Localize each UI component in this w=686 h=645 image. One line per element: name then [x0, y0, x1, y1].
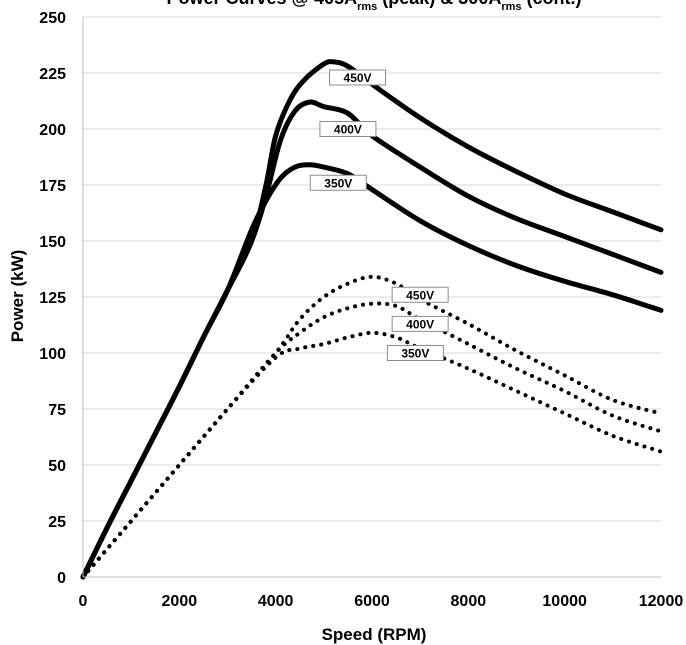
series-label-0: 450V: [329, 69, 387, 86]
series-line-dotted-450v: [81, 274, 663, 579]
x-tick-label-4: 8000: [451, 593, 487, 610]
y-tick-label-1: 25: [48, 514, 66, 531]
x-tick-label-3: 6000: [354, 593, 390, 610]
y-tick-label-10: 250: [39, 10, 66, 27]
series-label-text-2: 350V: [324, 176, 352, 190]
y-tick-label-0: 0: [57, 570, 66, 587]
y-tick-label-8: 200: [39, 122, 66, 139]
y-tick-label-4: 100: [39, 346, 66, 363]
y-axis-title: Power (kW): [8, 250, 27, 343]
series-label-2: 350V: [309, 174, 367, 191]
x-tick-label-6: 12000: [639, 593, 684, 610]
series-label-box-0: [329, 69, 387, 86]
series-labels: 450V 400V 350V 450V 400V 350V: [309, 69, 449, 361]
series-label-3: 450V: [391, 286, 449, 303]
y-tick-label-5: 125: [39, 290, 66, 307]
series-label-text-4: 400V: [406, 317, 434, 331]
series-line-solid-350v: [80, 162, 664, 580]
chart-title: Power Curves @ 405Arms (peak) & 300Arms …: [166, 0, 581, 13]
y-tick-label-7: 175: [39, 178, 66, 195]
series-label-4: 400V: [391, 315, 449, 332]
series-label-box-1: [319, 121, 377, 137]
series-label-box-5: [386, 345, 444, 361]
y-tick-label-3: 75: [48, 402, 66, 419]
y-tick-label-9: 225: [39, 66, 66, 83]
series-label-text-1: 400V: [334, 123, 362, 137]
series-label-5: 350V: [386, 345, 444, 361]
series-line-solid-400v: [80, 99, 664, 580]
x-tick-label-2: 4000: [258, 593, 294, 610]
series-label-text-3: 450V: [406, 288, 434, 302]
x-tick-label-1: 2000: [162, 593, 198, 610]
y-tick-label-6: 150: [39, 234, 66, 251]
axes: 0 25 50 75 100 125 150 175 200 225 250 0 2000 4000 600…: [39, 10, 683, 610]
x-axis-title: Speed (RPM): [322, 625, 427, 644]
series-lines: [80, 59, 664, 580]
series-line-solid-450v: [80, 59, 664, 580]
series-label-box-2: [309, 174, 367, 191]
series-label-box-3: [391, 286, 449, 303]
grid-lines: [83, 16, 661, 522]
series-label-box-4: [391, 315, 449, 332]
series-line-dotted-350v: [81, 330, 663, 579]
x-tick-label-0: 0: [79, 593, 88, 610]
chart-title-group: Power Curves @ 405Arms (peak) & 300Arms …: [166, 0, 581, 13]
y-tick-label-2: 50: [48, 458, 66, 475]
series-label-1: 400V: [319, 121, 377, 137]
series-label-text-0: 450V: [344, 71, 372, 85]
series-line-dotted-400v: [81, 301, 663, 579]
x-tick-label-5: 10000: [542, 593, 587, 610]
series-label-text-5: 350V: [401, 347, 429, 361]
